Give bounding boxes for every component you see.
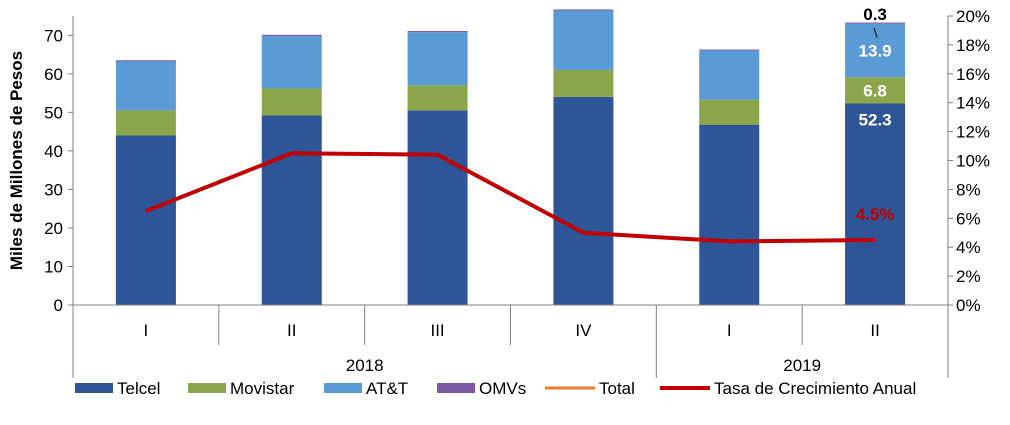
legend-label-tasa-de-crecimiento-anual: Tasa de Crecimiento Anual [714,379,916,398]
bar-movistar [407,85,468,111]
bar-omvs [407,31,468,33]
label-att: 13.9 [859,41,892,60]
y-tick-label: 70 [44,26,63,45]
label-movistar: 6.8 [863,81,887,100]
bar-omvs [699,49,760,51]
bar-telcel [407,110,468,305]
label-growth-rate: 4.5% [856,205,895,224]
y2-tick-label: 18% [956,36,990,55]
x-tick-label: III [430,321,444,340]
bar-telcel [699,124,760,305]
bar-telcel [553,96,614,305]
bar-movistar [699,99,760,125]
y-axis-title: Miles de Millones de Pesos [7,51,26,270]
x-group-label: 2019 [783,356,821,375]
bar-omvs [115,60,176,62]
legend-label-telcel: Telcel [117,379,160,398]
bar-movistar [845,77,906,104]
y-tick-label: 20 [44,219,63,238]
x-tick-label: I [727,321,732,340]
x-tick-label: II [287,321,296,340]
label-telcel: 52.3 [859,110,892,129]
label-omvs: 0.3 [863,5,887,24]
legend-label-movistar: Movistar [230,379,295,398]
y2-tick-label: 6% [956,209,981,228]
bar-omvs [261,34,322,37]
bar-at-t [115,61,176,111]
y-tick-label: 60 [44,65,63,84]
legend-label-at-t: AT&T [366,379,408,398]
bar-telcel [261,115,322,305]
x-tick-label: I [144,321,149,340]
y-tick-label: 30 [44,180,63,199]
y-tick-label: 10 [44,257,63,276]
x-group-label: 2018 [346,356,384,375]
bar-at-t [553,10,614,70]
y2-tick-label: 14% [956,94,990,113]
y2-tick-label: 12% [956,123,990,142]
x-tick-label: II [870,321,879,340]
legend-label-omvs: OMVs [479,379,526,398]
bar-at-t [261,36,322,89]
legend-label-total: Total [599,379,635,398]
y2-tick-label: 4% [956,238,981,257]
legend-swatch-at-t [324,383,362,393]
bar-movistar [115,110,176,136]
bar-omvs [553,9,614,11]
y-tick-label: 50 [44,103,63,122]
bar-telcel [845,103,906,305]
bar-movistar [261,88,322,116]
label-omvs-leader [873,27,878,39]
y-tick-label: 0 [54,296,63,315]
y2-tick-label: 10% [956,152,990,171]
bar-telcel [115,135,176,305]
growth-rate-line [145,151,876,244]
bar-movistar [553,69,614,97]
y2-tick-label: 2% [956,267,981,286]
bar-at-t [699,50,760,100]
x-tick-label: IV [575,321,592,340]
y-tick-label: 40 [44,142,63,161]
bar-at-t [407,32,468,86]
y2-tick-label: 0% [956,296,981,315]
legend-swatch-omvs [437,383,475,393]
bar-omvs [845,22,906,24]
y2-tick-label: 20% [956,7,990,26]
legend-swatch-telcel [75,383,113,393]
legend-swatch-movistar [188,383,226,393]
y2-tick-label: 8% [956,180,981,199]
y2-tick-label: 16% [956,65,990,84]
